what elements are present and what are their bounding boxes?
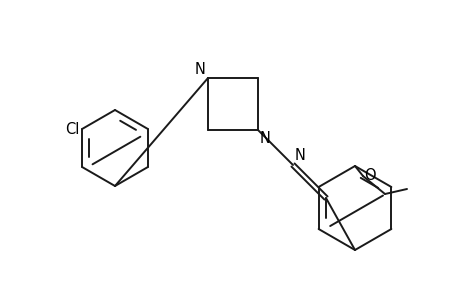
Text: Cl: Cl: [65, 122, 79, 136]
Text: N: N: [259, 131, 270, 146]
Text: O: O: [363, 169, 375, 184]
Text: N: N: [195, 62, 206, 77]
Text: N: N: [294, 148, 305, 163]
